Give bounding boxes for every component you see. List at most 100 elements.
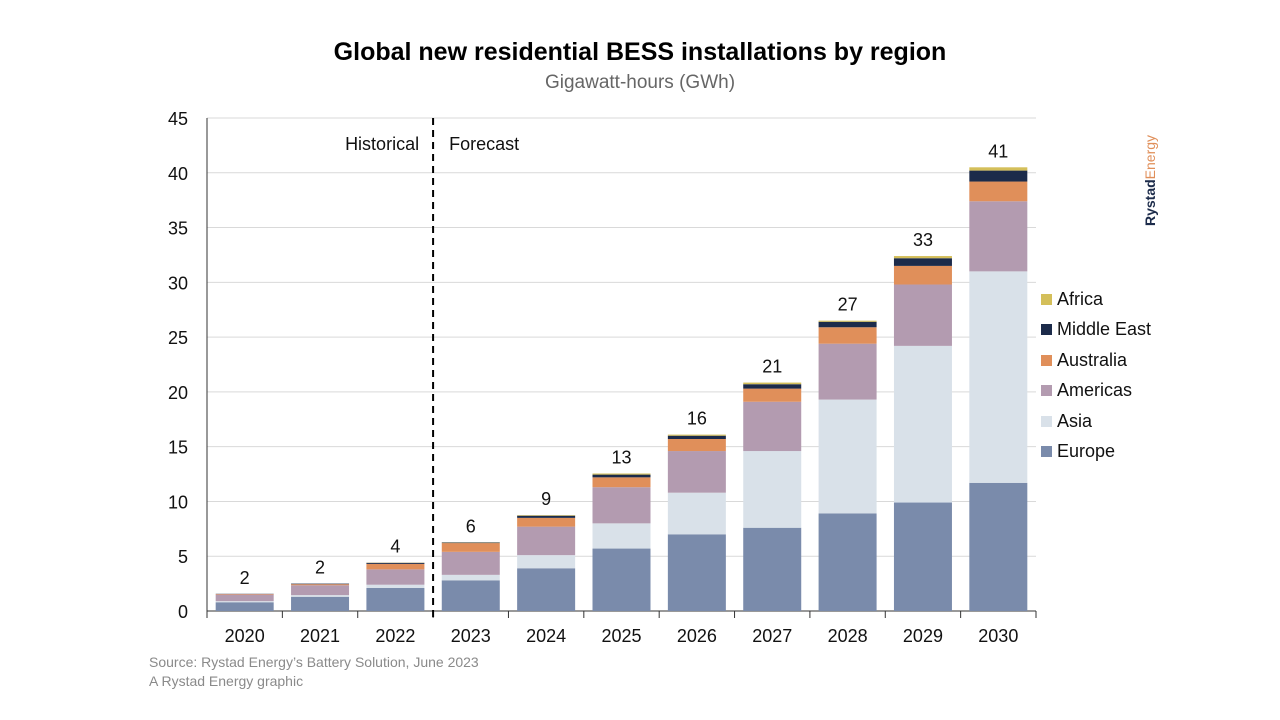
bar-segment-europe — [366, 587, 425, 611]
total-label: 2 — [240, 568, 250, 588]
total-label: 13 — [611, 448, 631, 468]
bar-segment-asia — [366, 584, 425, 588]
bar-segment-asia — [215, 601, 274, 603]
bar-segment-americas — [441, 551, 500, 575]
legend-item: Europe — [1041, 437, 1151, 468]
bar-segment-americas — [969, 201, 1028, 272]
bar-segment-middle-east — [592, 474, 651, 478]
bar-segment-americas — [517, 526, 576, 556]
bar-segment-asia — [291, 595, 350, 597]
bar-segment-europe — [215, 602, 274, 611]
total-label: 33 — [913, 230, 933, 250]
bar-segment-europe — [291, 596, 350, 611]
bar-segment-middle-east — [366, 562, 425, 564]
source-note: Source: Rystad Energy’s Battery Solution… — [149, 654, 479, 670]
bar-segment-middle-east — [818, 321, 877, 328]
bar-segment-europe — [818, 513, 877, 611]
rystad-logo: RystadEnergy — [1142, 122, 1160, 226]
bar-segment-middle-east — [743, 384, 802, 389]
x-tick-label: 2023 — [451, 626, 491, 646]
legend-label: Asia — [1057, 410, 1093, 431]
x-tick-label: 2028 — [828, 626, 868, 646]
logo-part2: Energy — [1142, 134, 1158, 180]
y-tick-label: 45 — [168, 109, 188, 129]
bar-segment-africa — [592, 473, 651, 475]
y-tick-label: 25 — [168, 328, 188, 348]
legend-label: Americas — [1057, 380, 1133, 401]
credit-note: A Rystad Energy graphic — [149, 673, 304, 689]
legend-item: Australia — [1041, 345, 1151, 376]
chart-title: Global new residential BESS installation… — [333, 38, 947, 66]
bar-segment-americas — [592, 487, 651, 524]
total-label: 27 — [838, 295, 858, 315]
bar-segment-asia — [592, 523, 651, 549]
x-tick-label: 2030 — [978, 626, 1018, 646]
forecast-label: Forecast — [449, 134, 519, 154]
legend-item: Africa — [1041, 284, 1151, 315]
bar-segment-asia — [893, 345, 952, 503]
bar-segment-australia — [291, 584, 350, 586]
x-tick-label: 2029 — [903, 626, 943, 646]
bar-segment-europe — [969, 482, 1028, 611]
total-label: 16 — [687, 409, 707, 429]
legend-swatch — [1041, 324, 1052, 336]
total-label: 4 — [390, 537, 400, 557]
bar-segment-europe — [592, 548, 651, 611]
legend-label: Africa — [1057, 288, 1104, 309]
bar-segment-asia — [743, 451, 802, 528]
legend-item: Asia — [1041, 406, 1151, 437]
bar-segment-australia — [743, 388, 802, 402]
bar-segment-africa — [517, 515, 576, 516]
chart-subtitle: Gigawatt-hours (GWh) — [544, 72, 736, 93]
bar-segment-asia — [969, 271, 1028, 483]
y-tick-label: 30 — [168, 273, 188, 293]
bar-segment-middle-east — [291, 583, 350, 585]
bar-segment-asia — [517, 555, 576, 569]
total-label: 21 — [762, 357, 782, 377]
legend: Africa Middle East Australia Americas Asia Eu… — [1041, 284, 1151, 467]
legend-item: Middle East — [1041, 315, 1151, 346]
legend-swatch — [1041, 446, 1052, 458]
legend-item: Americas — [1041, 376, 1151, 407]
bar-segment-europe — [441, 580, 500, 611]
bar-segment-europe — [743, 527, 802, 611]
bar-segment-australia — [517, 517, 576, 527]
x-tick-label: 2025 — [601, 626, 641, 646]
legend-swatch — [1041, 385, 1052, 397]
legend-label: Australia — [1057, 349, 1128, 370]
historical-label: Historical — [345, 134, 419, 154]
total-label: 6 — [466, 516, 476, 536]
bar-segment-americas — [893, 284, 952, 346]
legend-swatch — [1041, 293, 1052, 305]
bar-segment-americas — [667, 451, 726, 493]
y-tick-label: 5 — [178, 547, 188, 567]
y-tick-label: 10 — [168, 492, 188, 512]
bar-segment-asia — [818, 399, 877, 514]
bar-segment-americas — [818, 343, 877, 400]
bar-segment-middle-east — [893, 258, 952, 266]
y-tick-label: 35 — [168, 219, 188, 239]
bar-segment-africa — [818, 320, 877, 322]
bar-segment-americas — [743, 401, 802, 452]
bar-segment-middle-east — [441, 542, 500, 544]
total-label: 2 — [315, 558, 325, 578]
bar-segment-africa — [893, 256, 952, 259]
logo-part1: Rystad — [1142, 179, 1158, 226]
bar-segment-asia — [441, 574, 500, 581]
total-label: 41 — [988, 141, 1008, 161]
legend-swatch — [1041, 354, 1052, 366]
x-tick-label: 2024 — [526, 626, 566, 646]
bar-segment-australia — [215, 594, 274, 595]
bar-segment-africa — [667, 434, 726, 436]
bar-segment-middle-east — [667, 435, 726, 439]
x-tick-label: 2022 — [375, 626, 415, 646]
bar-segment-europe — [667, 534, 726, 611]
legend-label: Europe — [1057, 441, 1116, 462]
y-tick-label: 20 — [168, 383, 188, 403]
bar-segment-australia — [818, 327, 877, 344]
x-tick-label: 2027 — [752, 626, 792, 646]
y-tick-label: 0 — [178, 602, 188, 622]
bar-segment-australia — [667, 438, 726, 452]
bar-segment-middle-east — [969, 170, 1028, 182]
x-tick-label: 2020 — [225, 626, 265, 646]
